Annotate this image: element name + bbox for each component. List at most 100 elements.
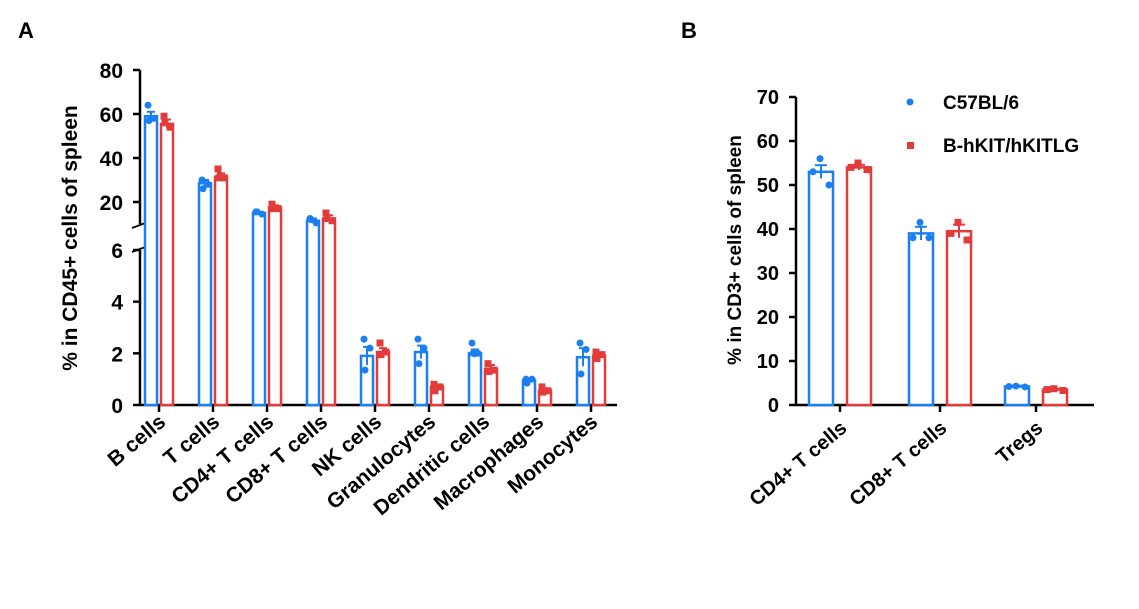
data-point-b-hkit-hkitlg [1059,386,1067,394]
data-point-b-hkit-hkitlg [215,174,223,182]
data-point-c57bl-6 [198,176,206,184]
data-point-c57bl-6 [312,219,320,227]
legend-label-bhkit: B-hKIT/hKITLG [943,136,1079,157]
data-point-c57bl-6 [468,339,476,347]
data-point-c57bl-6 [469,349,477,357]
data-point-c57bl-6 [420,344,428,352]
data-point-b-hkit-hkitlg [593,355,601,362]
data-point-b-hkit-hkitlg [1043,386,1051,394]
data-point-c57bl-6 [909,234,917,242]
data-point-c57bl-6 [1021,383,1029,391]
y-tick-label: 70 [757,87,779,109]
data-point-c57bl-6 [199,185,207,193]
data-point-c57bl-6 [809,168,817,176]
data-point-c57bl-6 [582,345,590,353]
y-tick-label: 20 [100,192,123,215]
legend: C57BL/6 B-hKIT/hKITLG [906,93,1079,157]
bar-c57bl-6-t-cells [197,182,213,407]
y-tick-label: 40 [100,148,123,171]
data-point-c57bl-6 [253,208,261,216]
panel-label-a: A [18,18,34,43]
y-tick-label: 0 [768,395,779,417]
data-point-c57bl-6 [144,101,152,109]
data-point-c57bl-6 [576,339,584,347]
data-point-c57bl-6 [825,181,833,189]
bar-c57bl-6-cd8-t-cells [305,219,321,407]
data-point-c57bl-6 [1005,383,1013,391]
data-point-c57bl-6 [360,335,368,343]
data-point-b-hkit-hkitlg [382,348,390,356]
data-point-b-hkit-hkitlg [436,383,444,391]
data-point-b-hkit-hkitlg [592,348,600,356]
y-tick-label: 6 [111,240,123,263]
data-point-b-hkit-hkitlg [323,215,331,222]
data-point-b-hkit-hkitlg [598,351,606,359]
data-point-c57bl-6 [145,117,153,125]
data-point-b-hkit-hkitlg [484,360,492,368]
panel-a-marks [143,101,607,412]
bar-c57bl-6-cd4-t-cells [807,170,835,407]
data-point-b-hkit-hkitlg [268,200,276,208]
data-point-c57bl-6 [415,360,423,368]
data-point-b-hkit-hkitlg [377,351,385,359]
data-point-c57bl-6 [577,370,585,378]
data-point-b-hkit-hkitlg [947,229,955,237]
panel-b-marks [807,155,1069,412]
data-point-c57bl-6 [414,335,422,343]
data-point-c57bl-6 [1012,382,1020,390]
data-point-b-hkit-hkitlg [847,163,855,171]
legend-marker-c57bl6 [906,98,914,106]
data-point-b-hkit-hkitlg [963,236,971,244]
data-point-b-hkit-hkitlg [430,380,438,388]
data-point-b-hkit-hkitlg [485,367,493,375]
y-tick-label: 40 [757,219,779,241]
data-point-c57bl-6 [307,216,315,224]
data-point-b-hkit-hkitlg [220,174,228,182]
data-point-c57bl-6 [366,344,374,352]
data-point-b-hkit-hkitlg [854,159,862,167]
y-tick-label: 50 [757,175,779,197]
bar-b-hkit-hkitlg-b-cells [159,122,175,407]
y-tick-label: 0 [111,395,123,418]
data-point-b-hkit-hkitlg [538,383,546,391]
data-point-b-hkit-hkitlg [863,166,871,174]
bar-c57bl-6-granulocytes [413,350,429,407]
y-tick-label: 10 [757,351,779,373]
data-point-b-hkit-hkitlg [269,205,277,213]
panel-a-y-ticks: 0 2 4 6 20 40 60 80 [100,60,140,418]
data-point-b-hkit-hkitlg [1050,385,1058,393]
panel-a-y-axis-title: % in CD45+ cells of spleen [59,105,82,371]
x-tick-label-b-cells: B cells [104,410,171,471]
data-point-b-hkit-hkitlg [431,387,439,395]
data-point-b-hkit-hkitlg [214,165,222,173]
bar-c57bl-6-cd4-t-cells [251,211,267,407]
data-point-c57bl-6 [528,375,536,383]
data-point-b-hkit-hkitlg [328,217,336,225]
bar-b-hkit-hkitlg-cd8-t-cells [945,229,973,407]
data-point-b-hkit-hkitlg [274,205,282,213]
data-point-b-hkit-hkitlg [544,387,552,395]
legend-label-c57bl6: C57BL/6 [943,93,1019,114]
bar-c57bl-6-cd8-t-cells [907,232,935,407]
data-point-b-hkit-hkitlg [160,112,168,120]
bar-b-hkit-hkitlg-t-cells [213,175,229,407]
y-tick-label: 2 [111,343,123,366]
data-point-c57bl-6 [474,349,482,357]
data-point-c57bl-6 [925,234,933,242]
bar-b-hkit-hkitlg-nk-cells [375,350,391,407]
data-point-b-hkit-hkitlg [376,339,384,347]
data-point-c57bl-6 [816,155,824,163]
panel-b-y-ticks: 0 10 20 30 40 50 60 70 [757,87,796,417]
y-tick-label: 4 [111,292,123,315]
bar-b-hkit-hkitlg-cd8-t-cells [321,217,337,407]
data-point-b-hkit-hkitlg [166,123,174,131]
bar-b-hkit-hkitlg-monocytes [591,354,607,407]
data-point-b-hkit-hkitlg [954,218,962,226]
legend-marker-bhkit [907,142,914,149]
panel-b-y-axis-title: % in CD3+ cells of spleen [725,135,746,365]
y-tick-label: 20 [757,307,779,329]
bar-b-hkit-hkitlg-cd4-t-cells [845,166,873,407]
